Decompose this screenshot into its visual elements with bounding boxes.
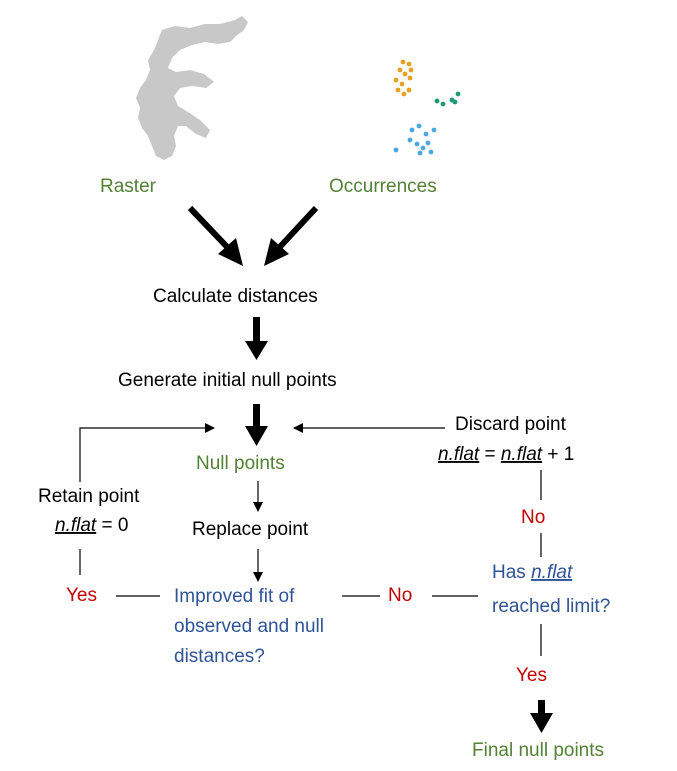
answer-yes-left: Yes: [66, 585, 97, 606]
retain-point-title: Retain point: [38, 486, 140, 507]
step-generate-initial-null-points: Generate initial null points: [118, 370, 337, 391]
question-improved-fit-line1: Improved fit of: [174, 586, 295, 607]
step-replace-point: Replace point: [192, 519, 309, 540]
occurrence-cluster-blue: [393, 123, 437, 156]
connector-retain-to-null-points: [79, 423, 215, 482]
occurrences-points-icon: [393, 59, 461, 156]
occurrence-cluster-teal: [434, 91, 461, 107]
raster-label: Raster: [100, 176, 157, 197]
arrow-yes-to-final: [530, 700, 553, 733]
step-final-null-points: Final null points: [472, 740, 604, 761]
occurrence-cluster-orange: [393, 59, 414, 97]
discard-point-equation: n.flat = n.flat + 1: [438, 444, 574, 465]
question-improved-fit-line3: distances?: [174, 646, 265, 667]
arrow-generate-to-null-points: [245, 404, 268, 446]
raster-map-icon: [136, 16, 248, 160]
retain-point-equation: n.flat = 0: [55, 515, 128, 536]
arrow-raster-to-calculate: [187, 205, 243, 266]
question-has-limit-line1: Has n.flat: [492, 562, 573, 583]
arrow-calculate-to-generate: [245, 317, 268, 360]
occurrences-label: Occurrences: [329, 176, 437, 197]
question-improved-fit-line2: observed and null: [174, 616, 324, 637]
step-calculate-distances: Calculate distances: [153, 286, 318, 307]
step-null-points: Null points: [196, 453, 285, 474]
answer-yes-bottom: Yes: [516, 665, 547, 686]
question-has-limit-line2: reached limit?: [492, 596, 610, 617]
arrow-occurrences-to-calculate: [264, 205, 319, 266]
answer-no-right: No: [521, 507, 545, 528]
discard-point-title: Discard point: [455, 414, 567, 435]
answer-no-middle: No: [388, 585, 412, 606]
